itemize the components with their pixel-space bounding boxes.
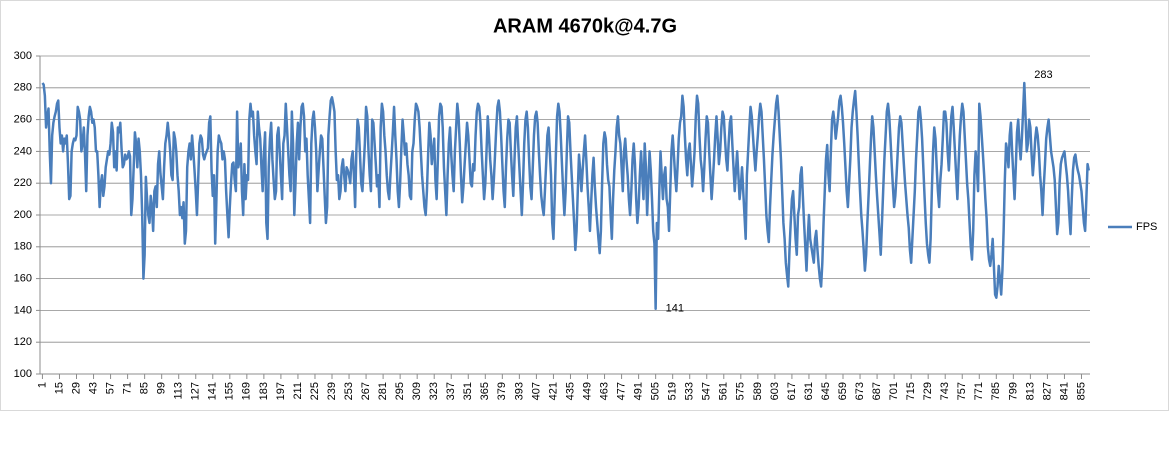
y-tick-label: 300 [14, 50, 32, 62]
y-tick-label: 260 [14, 114, 32, 126]
x-tick-label: 757 [956, 382, 968, 400]
x-tick-label: 715 [905, 382, 917, 400]
x-tick-label: 421 [547, 382, 559, 400]
x-tick-label: 183 [258, 382, 270, 400]
x-tick-label: 15 [53, 382, 65, 394]
x-tick-label: 407 [530, 382, 542, 400]
x-tick-label: 393 [513, 382, 525, 400]
x-tick-label: 589 [752, 382, 764, 400]
series-line [41, 81, 1091, 311]
x-tick-label: 547 [701, 382, 713, 400]
x-tick-label: 631 [803, 382, 815, 400]
y-tick-label: 120 [14, 336, 32, 348]
x-tick-label: 519 [667, 382, 679, 400]
x-tick-label: 743 [939, 382, 951, 400]
x-tick-label: 281 [377, 382, 389, 400]
x-tick-label: 239 [326, 382, 338, 400]
x-tick-label: 309 [411, 382, 423, 400]
x-tick-label: 477 [615, 382, 627, 400]
x-tick-label: 785 [990, 382, 1002, 400]
x-tick-label: 295 [394, 382, 406, 400]
x-tick-label: 253 [343, 382, 355, 400]
x-tick-label: 141 [207, 382, 219, 400]
x-tick-label: 645 [820, 382, 832, 400]
x-tick-label: 841 [1058, 382, 1070, 400]
x-tick-label: 323 [428, 382, 440, 400]
x-tick-label: 855 [1075, 382, 1087, 400]
y-tick-label: 220 [14, 177, 32, 189]
x-tick-label: 267 [360, 382, 372, 400]
x-tick-label: 155 [224, 382, 236, 400]
x-tick-label: 505 [650, 382, 662, 400]
x-tick-label: 813 [1024, 382, 1036, 400]
x-tick-label: 43 [87, 382, 99, 394]
x-tick-label: 687 [871, 382, 883, 400]
x-tick-label: 379 [496, 382, 508, 400]
x-tick-label: 771 [973, 382, 985, 400]
x-tick-label: 673 [854, 382, 866, 400]
x-tick-label: 211 [292, 382, 304, 400]
x-tick-label: 617 [786, 382, 798, 400]
x-tick-label: 729 [922, 382, 934, 400]
x-tick-label: 1 [36, 382, 48, 388]
x-tick-label: 365 [479, 382, 491, 400]
x-tick-label: 85 [139, 382, 151, 394]
y-tick-label: 280 [14, 82, 32, 94]
x-tick-label: 29 [70, 382, 82, 394]
x-tick-label: 225 [309, 382, 321, 400]
x-tick-label: 659 [837, 382, 849, 400]
x-tick-label: 701 [888, 382, 900, 400]
y-tick-label: 160 [14, 273, 32, 285]
x-tick-label: 533 [684, 382, 696, 400]
x-tick-label: 57 [104, 382, 116, 394]
x-tick-label: 169 [241, 382, 253, 400]
x-tick-label: 435 [564, 382, 576, 400]
y-tick-label: 180 [14, 241, 32, 253]
y-tick-label: 200 [14, 209, 32, 221]
x-tick-label: 449 [581, 382, 593, 400]
y-tick-label: 140 [14, 304, 32, 316]
x-tick-label: 561 [718, 382, 730, 400]
x-tick-label: 603 [769, 382, 781, 400]
annotation: 141 [666, 303, 684, 315]
chart-area [0, 0, 1169, 411]
x-tick-label: 799 [1007, 382, 1019, 400]
y-tick-label: 240 [14, 145, 32, 157]
x-tick-label: 127 [190, 382, 202, 400]
x-tick-label: 197 [275, 382, 287, 400]
x-tick-label: 113 [173, 382, 185, 400]
legend-label: FPS [1136, 221, 1157, 233]
y-tick-label: 100 [14, 368, 32, 380]
x-tick-label: 337 [445, 382, 457, 400]
x-tick-label: 575 [735, 382, 747, 400]
x-tick-label: 827 [1041, 382, 1053, 400]
x-tick-label: 99 [156, 382, 168, 394]
x-tick-label: 71 [122, 382, 134, 394]
annotation: 283 [1034, 69, 1052, 81]
x-tick-label: 491 [633, 382, 645, 400]
x-tick-label: 351 [462, 382, 474, 400]
x-tick-label: 463 [598, 382, 610, 400]
chart-title: ARAM 4670k@4.7G [493, 15, 677, 37]
